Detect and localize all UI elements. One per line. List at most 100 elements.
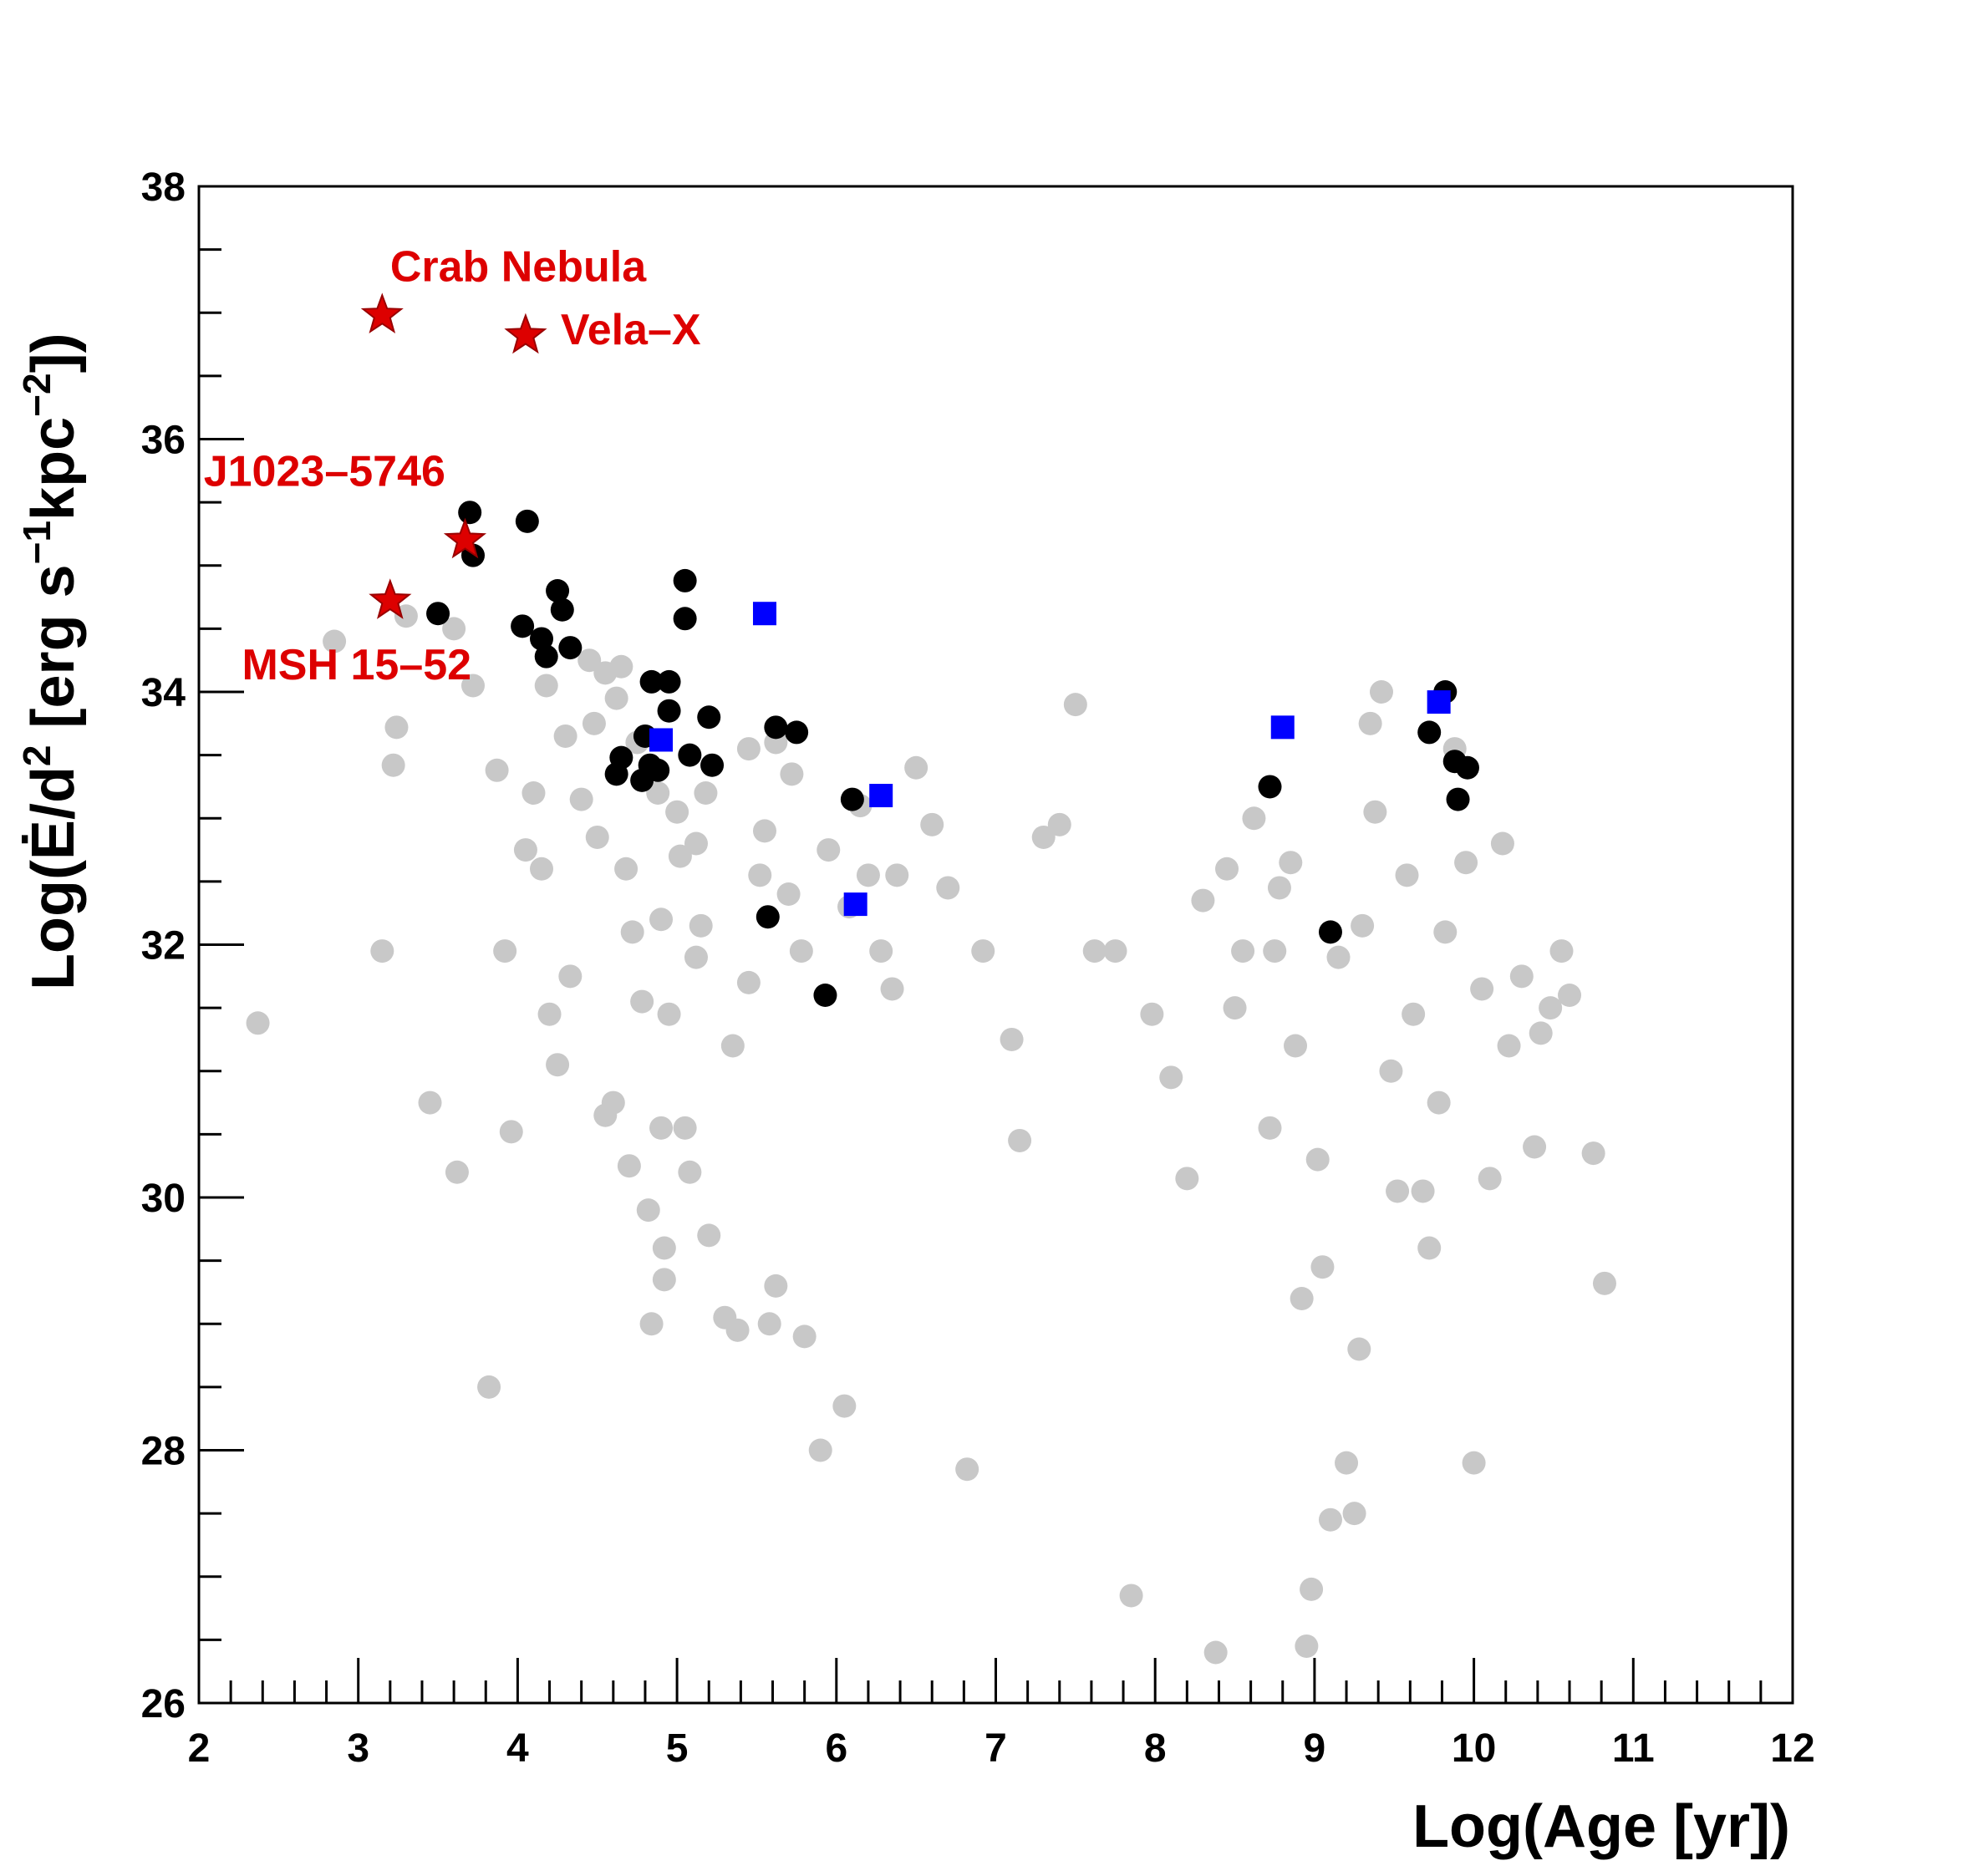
black-point [558,636,583,660]
black-point [1446,787,1470,811]
gray-point [1523,1135,1547,1159]
gray-point [1369,680,1393,704]
y-title-edot: Ė [20,820,87,860]
gray-point [1386,1179,1410,1203]
gray-point [720,1034,745,1058]
gray-point [617,1154,641,1178]
blue-square-point [1427,690,1451,714]
y-title-neg1: −1 [15,521,59,564]
blue-square-point [1270,715,1295,740]
black-point [458,501,482,525]
x-tick-label: 7 [984,1726,1007,1771]
gray-point [630,989,654,1014]
gray-point [1008,1128,1032,1152]
gray-point [678,1160,702,1184]
gray-point [1047,812,1071,836]
y-tick-label: 34 [141,671,186,715]
gray-point [445,1160,469,1184]
gray-point [1497,1034,1521,1058]
gray-point [885,863,909,887]
gray-point [1203,1640,1228,1665]
black-point [546,579,570,602]
x-tick-label: 8 [1144,1726,1167,1771]
gray-point [789,939,813,963]
gray-point [461,674,486,698]
gray-point [1267,876,1291,900]
gray-point [757,1312,781,1336]
gray-point [1490,831,1514,856]
red-star-point [360,292,404,334]
gray-point [1223,996,1247,1020]
gray-point [1335,1451,1359,1475]
gray-point [1326,945,1351,969]
gray-point [1470,977,1494,1001]
gray-point [1462,1451,1486,1475]
gray-point [1305,1147,1330,1172]
gray-point [1279,851,1303,875]
y-tick-label: 26 [141,1682,186,1726]
gray-point [780,762,804,786]
gray-point [614,857,638,881]
gray-point [577,648,602,673]
annotation-label: Crab Nebula [390,242,647,291]
gray-point [971,939,995,963]
gray-point [1159,1065,1183,1090]
gray-point [1263,939,1287,963]
red-star-point [369,578,412,619]
gray-point [546,1053,570,1077]
black-point [639,669,664,694]
gray-point [752,819,776,843]
gray-point [1478,1167,1502,1191]
gray-point [736,737,761,761]
black-point [1417,720,1442,745]
gray-point [1215,857,1239,881]
blue-square-point [752,602,776,626]
gray-point [792,1324,817,1349]
gray-point [684,831,708,856]
black-point [840,787,864,811]
gray-point [1417,1236,1442,1260]
black-point [1258,775,1282,799]
black-point [646,758,670,782]
gray-point [1300,1577,1324,1601]
gray-point [689,913,713,938]
gray-point [442,617,466,641]
gray-point [697,1223,721,1248]
gray-point [1031,825,1056,849]
gray-point [657,1002,681,1026]
x-tick-label: 11 [1612,1726,1655,1771]
black-point [530,627,554,651]
black-point [764,715,788,740]
gray-point [601,1091,625,1115]
gray-point [1000,1027,1024,1051]
gray-point [649,1116,674,1140]
gray-point [1363,800,1387,824]
gray-point [1402,1002,1426,1026]
gray-point [1191,888,1215,913]
blue-square-point [843,892,867,917]
gray-point [1119,1584,1143,1608]
annotation-label: J1023–5746 [204,447,445,496]
gray-point [1063,693,1087,717]
annotation-label: Vela–X [561,306,701,354]
gray-point [1295,1634,1319,1658]
black-point [657,699,681,723]
gray-point [537,1002,562,1026]
gray-point [530,857,554,881]
gray-point [636,1198,660,1223]
black-point [1455,755,1479,780]
gray-point [649,907,674,932]
black-point [657,669,681,694]
gray-point [748,863,772,887]
gray-point [1411,1179,1435,1203]
gray-point [381,753,405,777]
y-tick-label: 38 [141,165,186,210]
gray-point [684,945,708,969]
blue-square-point [869,784,893,808]
gray-point [1549,939,1574,963]
black-point [511,614,535,638]
gray-point [832,1394,857,1418]
black-point [426,602,450,626]
gray-point [817,838,841,862]
